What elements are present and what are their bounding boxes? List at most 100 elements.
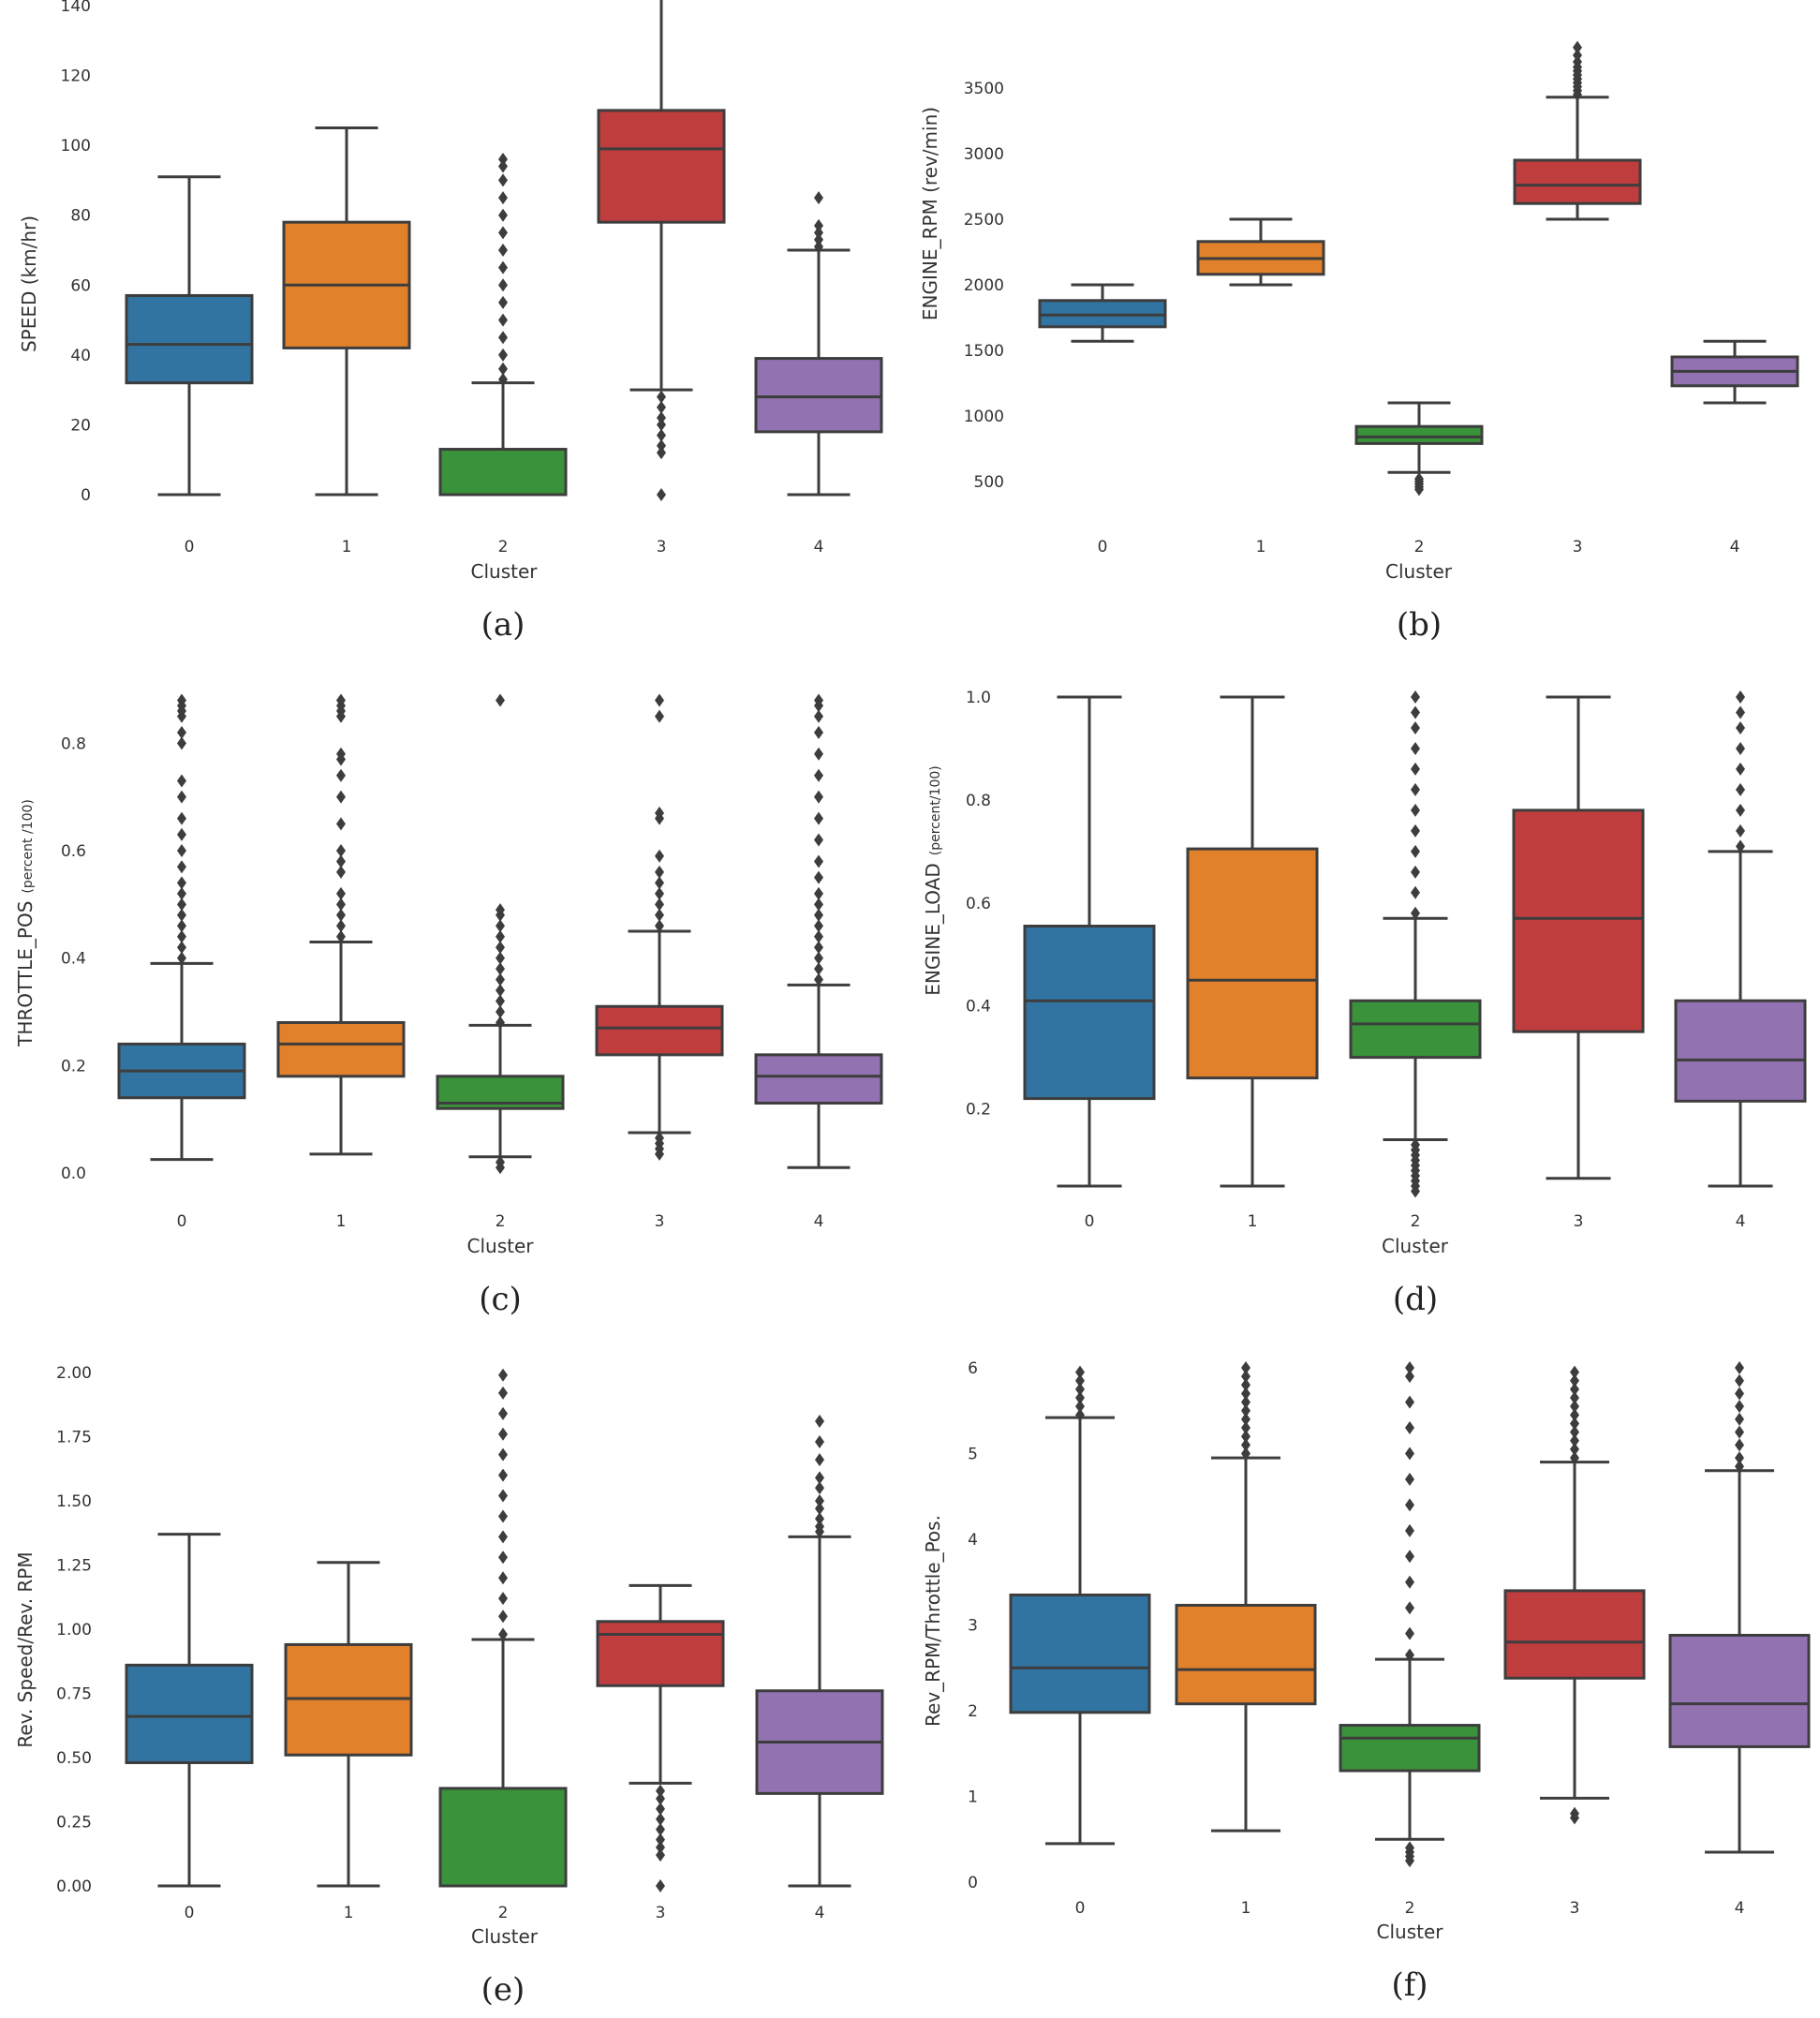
box-cluster-1	[276, 693, 406, 1156]
outlier-point	[814, 929, 823, 943]
outlier-point	[1570, 1408, 1579, 1422]
outlier-point	[657, 488, 666, 501]
outlier-point	[177, 886, 186, 900]
y-tick-label: 120	[61, 67, 91, 86]
outlier-point	[336, 747, 346, 761]
outlier-point	[1570, 1806, 1579, 1820]
outlier-point	[336, 768, 346, 782]
outlier-point	[1411, 885, 1420, 899]
outlier-point	[177, 736, 186, 750]
outlier-point	[1405, 1370, 1414, 1384]
y-tick-label: 100	[61, 137, 91, 156]
y-tick-label: 0.0	[61, 1165, 86, 1183]
outlier-point	[1075, 1400, 1085, 1414]
y-axis-title: Rev. Speed/Rev. RPM	[14, 1551, 37, 1747]
outlier-point	[496, 1016, 505, 1030]
box-cluster-3	[1503, 1365, 1646, 1825]
outlier-point	[657, 438, 666, 453]
y-tick-label: 1.0	[966, 689, 991, 707]
x-tick-label: 3	[1573, 538, 1583, 556]
outlier-point	[657, 390, 666, 404]
outlier-point	[1735, 1412, 1744, 1426]
y-tick-label: 1.50	[56, 1492, 92, 1511]
outlier-point	[496, 919, 505, 933]
outlier-point	[496, 994, 505, 1008]
box-cluster-3	[1512, 695, 1645, 1180]
y-tick-label: 1000	[964, 408, 1004, 426]
x-tick-label: 2	[496, 1212, 506, 1231]
x-tick-label: 3	[656, 1904, 666, 1922]
outlier-point	[1570, 1382, 1579, 1396]
y-tick-label: 40	[70, 347, 91, 365]
outlier-point	[656, 1802, 665, 1816]
outlier-point	[1241, 1421, 1250, 1435]
y-tick-label: 80	[70, 207, 91, 226]
outlier-point	[655, 806, 664, 820]
outlier-point	[1570, 1400, 1579, 1414]
outlier-point	[1411, 762, 1420, 776]
outlier-point	[1570, 1417, 1579, 1431]
outlier-point	[1736, 803, 1745, 817]
outlier-point	[814, 951, 823, 965]
outlier-point	[814, 919, 823, 933]
box-cluster-2	[1354, 401, 1484, 497]
x-tick-label: 4	[815, 1904, 825, 1922]
outlier-point	[336, 854, 346, 868]
outlier-point	[814, 747, 823, 761]
outlier-point	[655, 876, 664, 890]
outlier-point	[814, 218, 823, 232]
outlier-point	[655, 1131, 664, 1145]
box-cluster-4	[755, 1415, 884, 1888]
outlier-point	[498, 260, 508, 275]
x-axis-title: Cluster	[471, 560, 539, 583]
outlier-point	[498, 295, 508, 309]
outlier-point	[177, 844, 186, 857]
x-tick-label: 4	[1735, 1899, 1745, 1918]
iqr-box	[1186, 847, 1319, 1080]
outlier-point	[814, 833, 823, 847]
iqr-box	[1354, 424, 1484, 445]
outlier-point	[336, 908, 346, 922]
outlier-point	[657, 428, 666, 442]
outlier-point	[814, 693, 823, 707]
x-tick-label: 2	[1411, 1212, 1421, 1231]
outlier-point	[1241, 1412, 1250, 1426]
outlier-point	[656, 1822, 665, 1836]
y-tick-label: 0.75	[56, 1685, 92, 1704]
outlier-point	[1405, 1550, 1414, 1564]
outlier-point	[814, 886, 823, 900]
y-tick-label: 0.50	[56, 1749, 92, 1768]
iqr-box	[595, 1004, 724, 1057]
outlier-point	[656, 1784, 665, 1798]
outlier-point	[1570, 1442, 1579, 1456]
box-cluster-1	[1196, 217, 1325, 287]
outlier-point	[1405, 1841, 1414, 1855]
iqr-box	[596, 1620, 725, 1687]
outlier-point	[498, 278, 508, 292]
x-tick-label: 4	[1730, 538, 1740, 556]
outlier-point	[336, 919, 346, 933]
outlier-point	[498, 1489, 508, 1503]
box-cluster-1	[284, 1561, 413, 1888]
box-cluster-1	[1186, 695, 1319, 1188]
iqr-box	[1339, 1724, 1481, 1773]
iqr-box	[754, 1053, 883, 1105]
x-tick-label: 4	[814, 1212, 824, 1231]
outlier-point	[498, 173, 508, 187]
y-tick-label: 2000	[964, 276, 1004, 295]
outlier-point	[498, 1368, 508, 1382]
outlier-point	[498, 159, 508, 173]
outlier-point	[1735, 1451, 1744, 1465]
y-tick-label: 20	[70, 416, 91, 435]
outlier-point	[336, 886, 346, 900]
x-tick-label: 1	[336, 1212, 347, 1231]
y-tick-label: 0.4	[61, 950, 86, 969]
outlier-point	[1405, 1575, 1414, 1589]
box-cluster-4	[754, 693, 883, 1169]
outlier-point	[177, 929, 186, 943]
y-tick-label: 60	[70, 276, 91, 295]
outlier-point	[1411, 803, 1420, 817]
outlier-point	[177, 693, 186, 707]
outlier-point	[815, 1434, 824, 1448]
outlier-point	[814, 232, 823, 246]
